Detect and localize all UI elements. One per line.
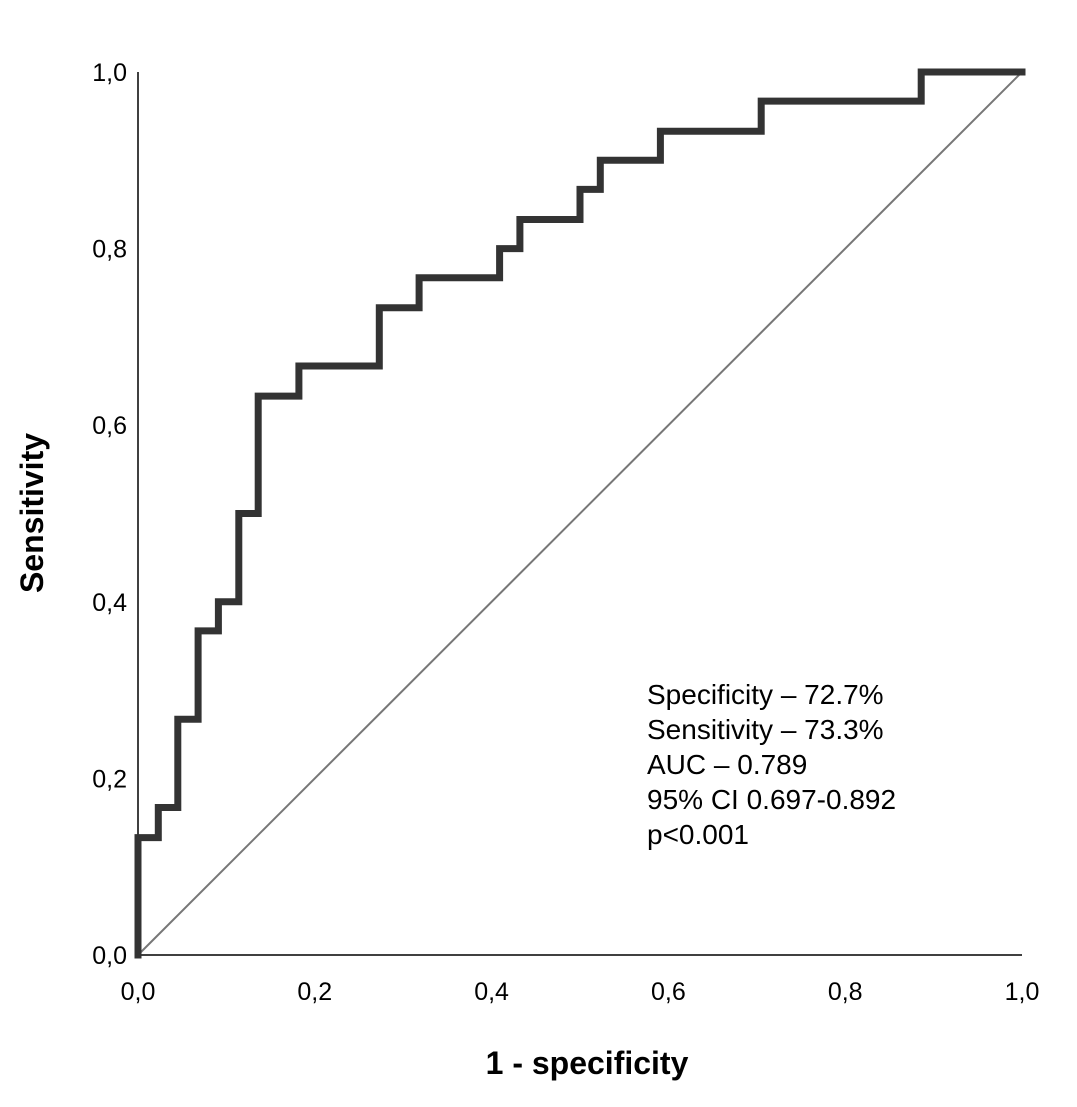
- annotation-line: AUC – 0.789: [647, 749, 807, 780]
- y-tick-label: 0,0: [92, 942, 127, 970]
- y-tick-label: 1,0: [92, 59, 127, 87]
- x-tick-label: 0,4: [474, 978, 509, 1006]
- y-tick-label: 0,4: [92, 589, 127, 617]
- x-tick-label: 1,0: [1005, 978, 1040, 1006]
- x-tick-label: 0,6: [651, 978, 686, 1006]
- y-tick-label: 0,6: [92, 412, 127, 440]
- roc-curve: [134, 68, 1026, 959]
- x-tick-label: 0,0: [121, 978, 156, 1006]
- x-axis-label: 1 - specificity: [486, 1045, 689, 1081]
- annotation-line: Sensitivity – 73.3%: [647, 714, 884, 745]
- y-tick-label: 0,2: [92, 765, 127, 793]
- annotation-line: Specificity – 72.7%: [647, 679, 884, 710]
- y-tick-label: 0,8: [92, 236, 127, 264]
- y-axis-label: Sensitivity: [14, 433, 50, 593]
- annotation-line: p<0.001: [647, 819, 749, 850]
- annotation-line: 95% CI 0.697-0.892: [647, 784, 896, 815]
- x-tick-label: 0,8: [828, 978, 863, 1006]
- reference-diagonal-line: [137, 71, 1023, 956]
- x-tick-label: 0,2: [297, 978, 332, 1006]
